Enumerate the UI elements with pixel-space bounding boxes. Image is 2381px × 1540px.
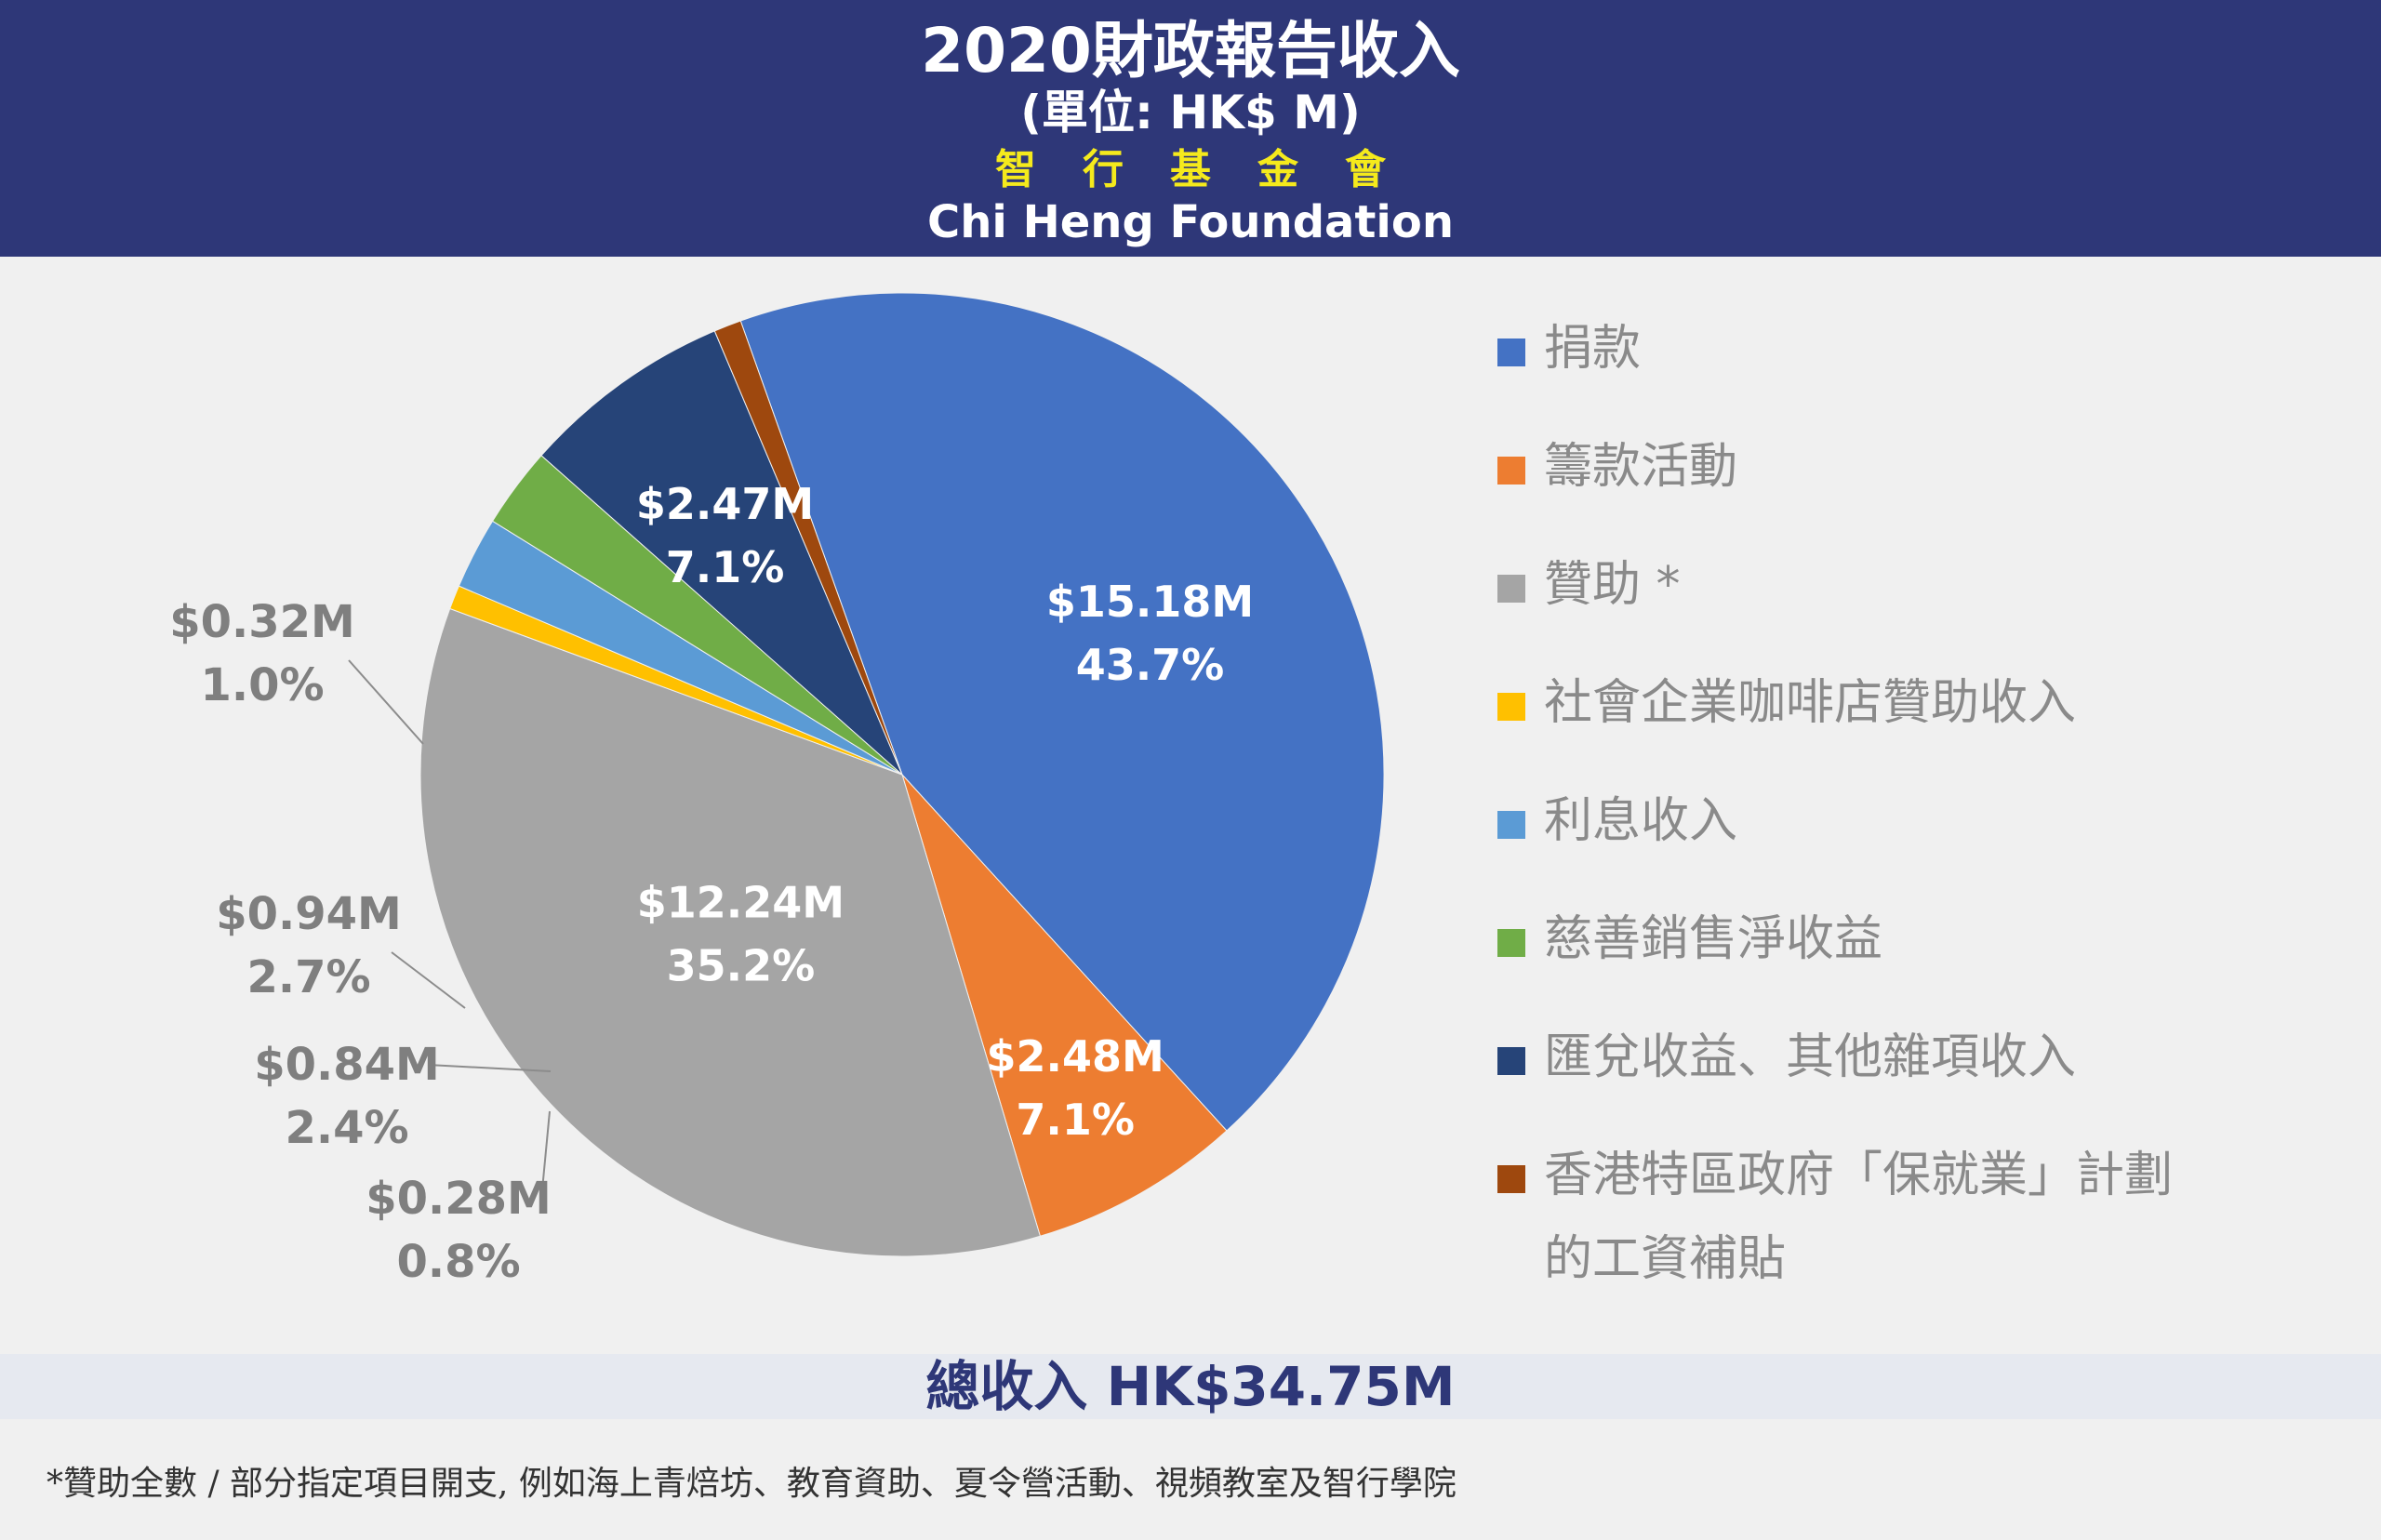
data-label-value-0: $15.18M (1046, 577, 1254, 627)
leader-line-4 (427, 1064, 552, 1072)
pie-slice-2 (419, 607, 1042, 1257)
legend-label: 香港特區政府「保就業」計劃 (1544, 1148, 2174, 1203)
data-label-percent-3: 0.8% (396, 1236, 520, 1288)
leader-line-5 (391, 951, 466, 1009)
legend-label: 慈善銷售淨收益 (1544, 911, 1883, 967)
organization-name-chinese: 智行基金會 (995, 146, 1432, 193)
chart-title: 2020財政報告收入 (921, 15, 1460, 86)
data-label-percent-1: 7.1% (1016, 1095, 1135, 1145)
legend-swatch (1497, 929, 1525, 957)
legend-swatch (1497, 457, 1525, 485)
legend-label: 利息收入 (1544, 793, 1738, 849)
data-label-percent-6: 7.1% (666, 542, 785, 592)
data-label-value-2: $12.24M (637, 877, 845, 927)
legend-label: 贊助 * (1544, 557, 1681, 613)
chart-unit: (單位: HK$ M) (1020, 86, 1361, 139)
legend-label: 籌款活動 (1544, 439, 1738, 495)
data-label-value-1: $2.48M (987, 1031, 1164, 1082)
leader-line-7 (348, 659, 424, 745)
organization-name-english: Chi Heng Foundation (927, 196, 1454, 248)
pie-slices (419, 292, 1385, 1257)
legend-swatch (1497, 339, 1525, 366)
data-label-value-5: $0.94M (216, 888, 402, 940)
total-income: 總收入 HK$34.75M (925, 1355, 1456, 1418)
footnote: *贊助全數 / 部分指定項目開支, 例如海上青焙坊、教育資助、夏令營活動、視頻教… (47, 1465, 1457, 1503)
leader-line-3 (540, 1110, 551, 1201)
leader-lines (348, 659, 552, 1201)
legend-label: 捐款 (1544, 321, 1642, 377)
data-label-percent-4: 2.4% (285, 1102, 408, 1154)
data-label-percent-2: 35.2% (667, 940, 816, 990)
pie-slice-0 (739, 292, 1385, 1132)
pie-chart: $15.18M 43.7% $2.48M 7.1% $12.24M 35.2% $0.28M… (169, 292, 1385, 1288)
legend-label: 社會企業咖啡店贊助收入 (1544, 675, 2077, 731)
legend-label: 匯兌收益、其他雜項收入 (1544, 1029, 2077, 1085)
legend-swatch (1497, 1047, 1525, 1075)
legend-label-line2: 的工資補貼 (1544, 1231, 1787, 1287)
data-label-value-4: $0.84M (254, 1039, 440, 1091)
legend-swatch (1497, 811, 1525, 839)
data-label-percent-5: 2.7% (246, 951, 370, 1003)
legend-swatch (1497, 575, 1525, 603)
pie-slice-7 (713, 320, 903, 776)
data-labels: $15.18M 43.7% $2.48M 7.1% $12.24M 35.2% $0.28M… (169, 479, 1254, 1288)
data-label-value-7: $0.32M (169, 596, 355, 648)
data-label-value-3: $0.28M (366, 1173, 552, 1225)
pie-slice-6 (540, 330, 903, 776)
legend-swatch (1497, 693, 1525, 721)
total-banner (0, 1354, 2381, 1419)
data-label-percent-0: 43.7% (1076, 640, 1225, 690)
header-banner: 2020財政報告收入 (單位: HK$ M) 智行基金會 Chi Heng Fo… (0, 0, 2381, 257)
data-label-percent-7: 1.0% (200, 659, 324, 711)
legend-swatch (1497, 1165, 1525, 1193)
pie-slice-1 (901, 774, 1228, 1237)
data-label-value-6: $2.47M (636, 479, 814, 529)
